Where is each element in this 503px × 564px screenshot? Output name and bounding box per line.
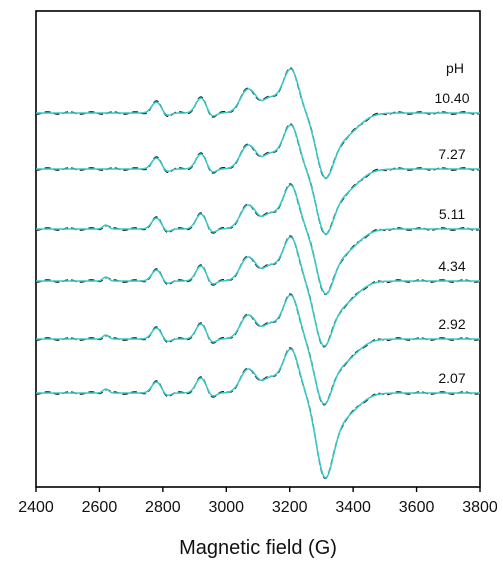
x-tick-label: 2800: [145, 499, 181, 516]
ph-label: 10.40: [434, 90, 469, 106]
ph-label: 2.07: [438, 370, 465, 386]
simulated-trace-ph-5.11: [36, 185, 480, 294]
simulated-trace-ph-2.07: [36, 349, 480, 478]
plot-frame: [36, 11, 480, 487]
experimental-trace-ph-4.34: [36, 236, 480, 347]
x-axis-title: Magnetic field (G): [179, 537, 337, 559]
x-tick-label: 3000: [208, 499, 244, 516]
simulated-trace-ph-4.34: [36, 237, 480, 346]
x-tick-label: 3800: [462, 499, 498, 516]
x-tick-label: 2600: [82, 499, 118, 516]
experimental-trace-ph-10.40: [36, 68, 480, 179]
ph-label: 4.34: [438, 258, 465, 274]
x-tick-label: 3600: [399, 499, 435, 516]
x-tick-label: 2400: [18, 499, 54, 516]
x-tick-label: 3400: [335, 499, 371, 516]
experimental-trace-ph-2.92: [36, 294, 480, 405]
experimental-trace-ph-7.27: [36, 124, 480, 235]
simulated-trace-ph-10.40: [36, 69, 480, 178]
simulated-trace-ph-2.92: [36, 295, 480, 404]
experimental-trace-ph-2.07: [36, 348, 480, 478]
ph-label: 7.27: [438, 146, 465, 162]
ph-header: pH: [446, 60, 464, 76]
simulated-trace-ph-7.27: [36, 125, 480, 234]
ph-label: 2.92: [438, 316, 465, 332]
ph-labels: 10.40 7.27 5.11 4.34 2.92 2.07: [434, 90, 469, 386]
ph-label: 5.11: [439, 206, 465, 222]
x-tick-label: 3200: [272, 499, 308, 516]
x-axis-ticks: 2400 2600 2800 3000 3200 3400 3600 3800: [18, 487, 498, 516]
spectra-traces: [36, 68, 480, 478]
